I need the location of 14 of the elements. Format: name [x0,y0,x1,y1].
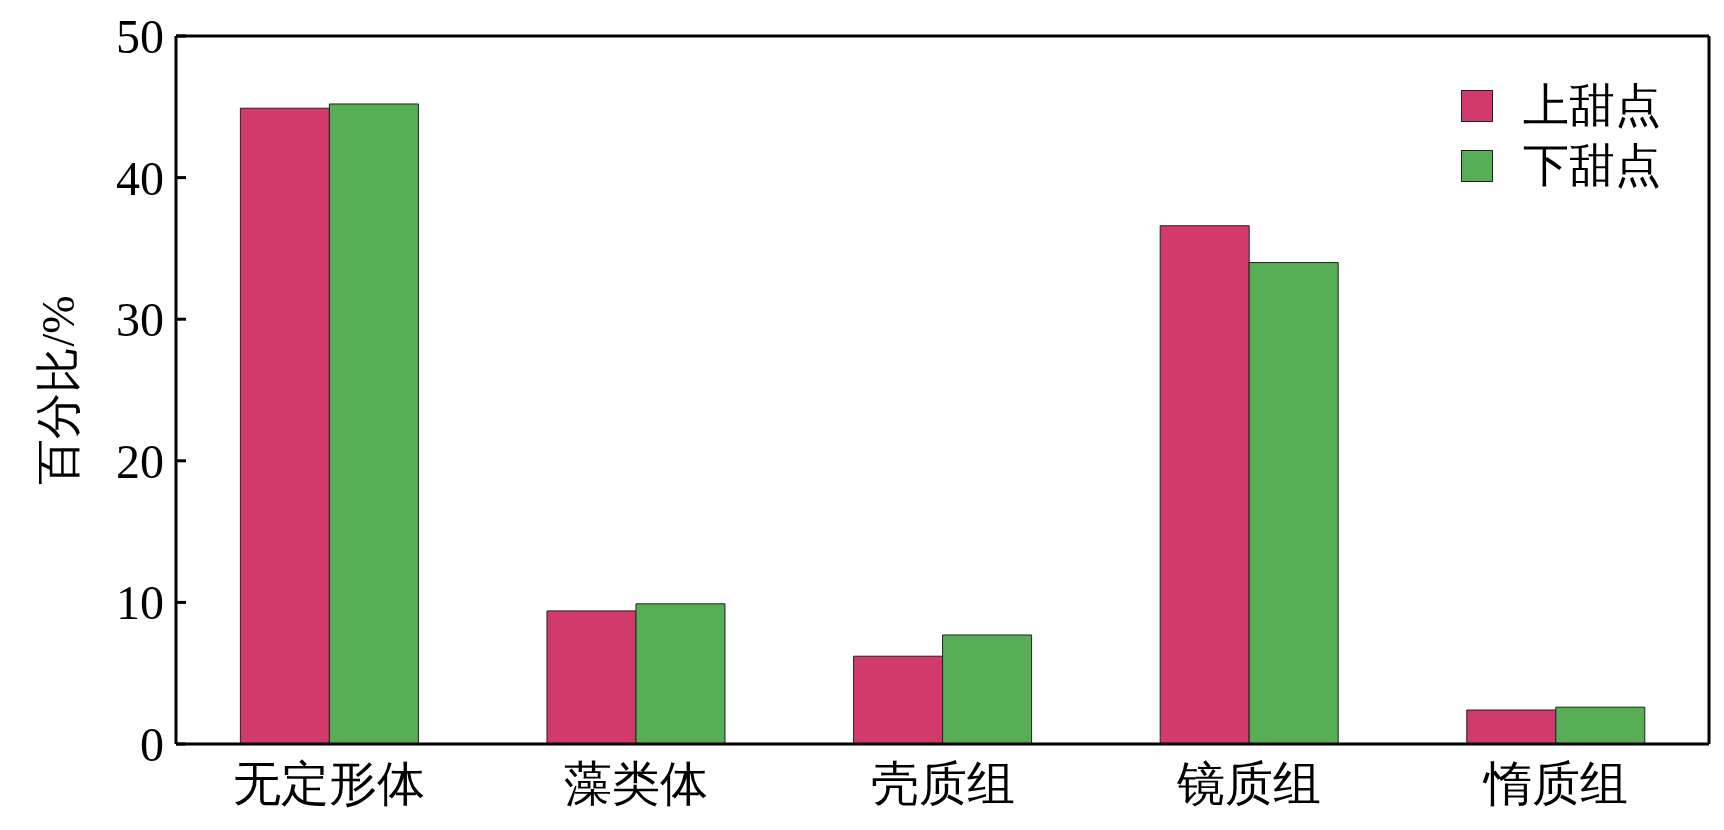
legend-label: 下甜点 [1523,139,1661,193]
y-tick-label: 10 [116,576,164,630]
x-tick-label: 无定形体 [233,757,426,811]
x-tick-label: 惰质组 [1481,757,1628,811]
x-tick-label: 壳质组 [870,757,1015,811]
x-tick-label: 镜质组 [1176,757,1322,811]
y-tick-label: 30 [116,293,164,347]
y-tick-label: 40 [116,151,164,205]
y-tick-label: 0 [140,718,164,772]
y-axis-title: 百分比/% [33,295,85,485]
legend-label: 上甜点 [1523,79,1661,133]
x-tick-label: 藻类体 [563,757,708,811]
y-tick-label: 50 [116,10,164,64]
y-tick-label: 20 [116,434,164,488]
